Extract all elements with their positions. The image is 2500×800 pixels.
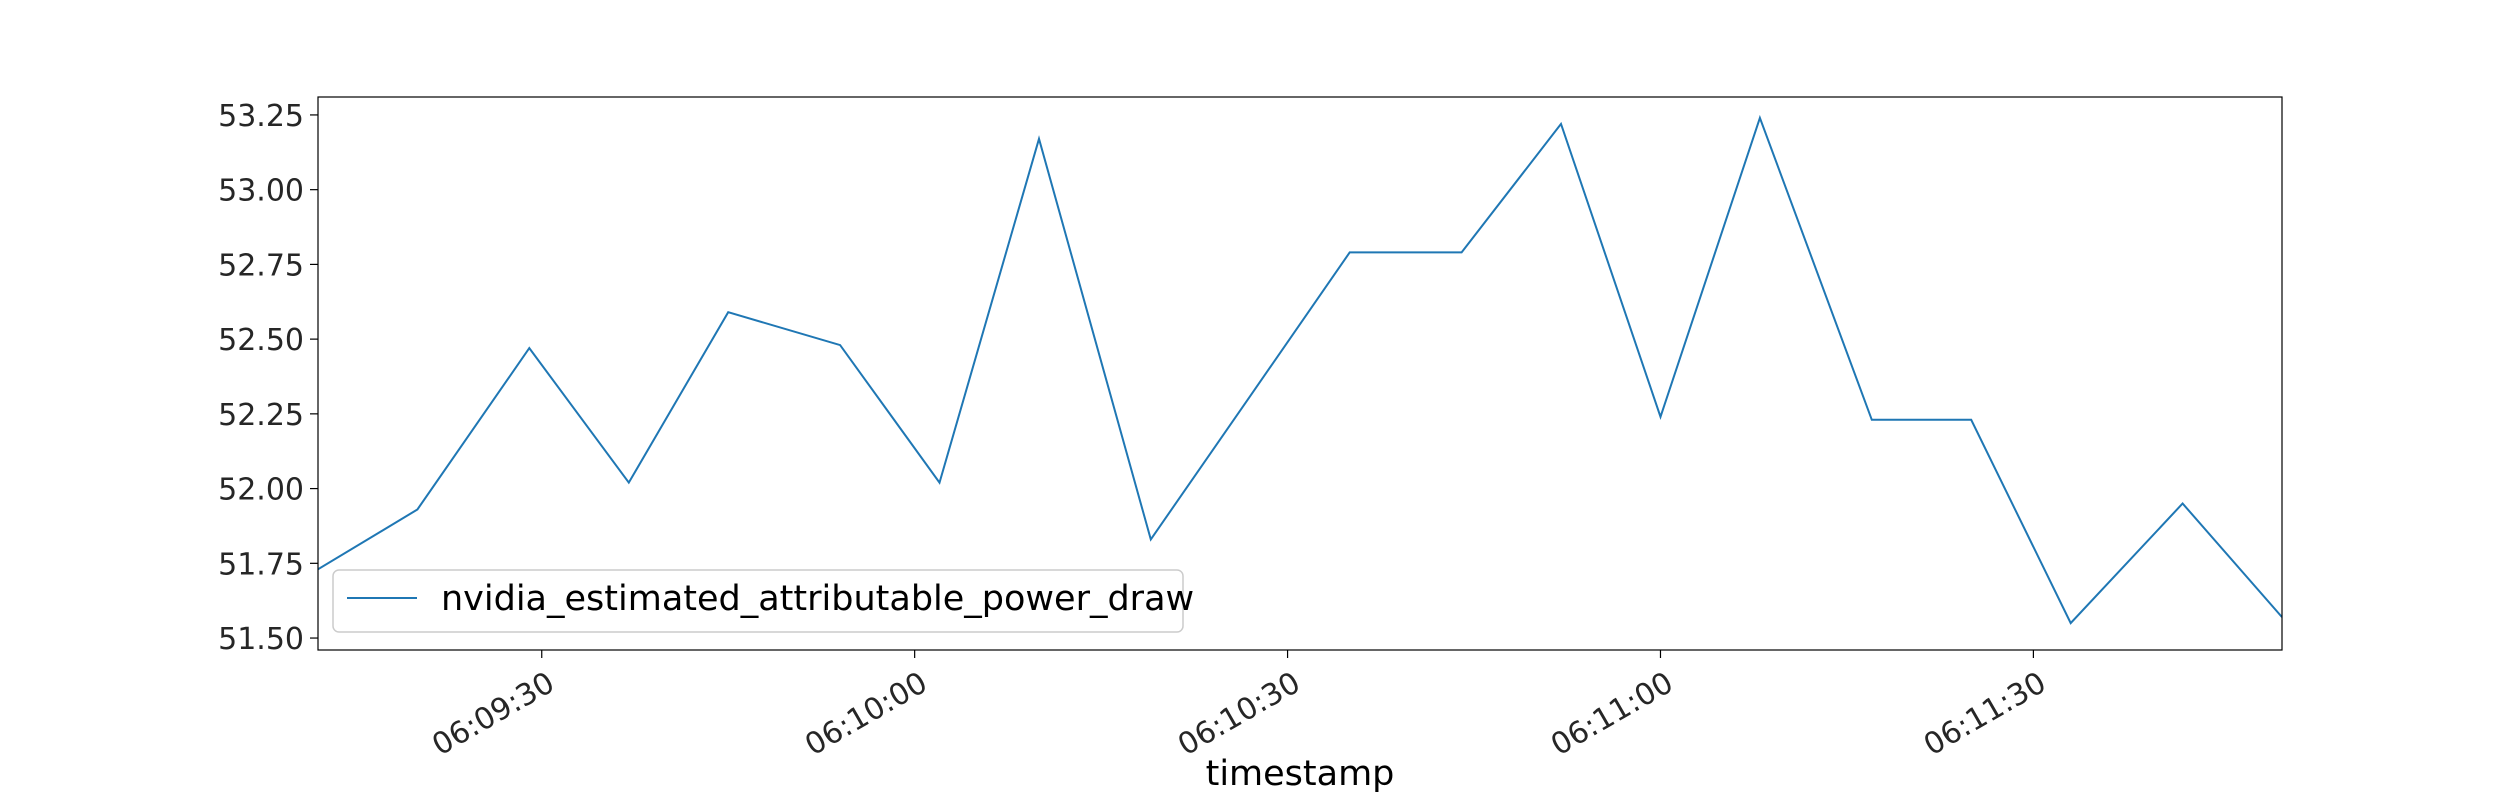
y-tick-label: 52.50: [218, 323, 304, 358]
legend: nvidia_estimated_attributable_power_draw: [332, 569, 1194, 633]
x-tick-label: 06:11:30: [1918, 665, 2052, 763]
plot-frame: [317, 96, 2283, 651]
x-tick-label: 06:10:00: [799, 665, 933, 763]
y-tick-label: 52.75: [218, 248, 304, 283]
legend-box: [332, 569, 1184, 633]
y-tick-label: 53.25: [218, 99, 304, 134]
y-tick-label: 52.00: [218, 473, 304, 508]
y-tick-label: 53.00: [218, 174, 304, 209]
x-tick-label: 06:10:30: [1172, 665, 1306, 763]
x-tick-label: 06:11:00: [1545, 665, 1679, 763]
x-axis: 06:09:30 06:10:00 06:10:30 06:11:00 06:11:30: [426, 650, 2052, 763]
series-line-0: [318, 114, 2282, 625]
plot-line-layer: [318, 114, 2282, 625]
y-tick-label: 51.50: [218, 622, 304, 657]
y-tick-label: 51.75: [218, 547, 304, 582]
x-tick-label: 06:09:30: [426, 665, 560, 763]
y-tick-label: 52.25: [218, 398, 304, 433]
y-axis: 51.50 51.75 52.00 52.25 52.50 52.75 53.00 53.25: [218, 99, 318, 657]
x-axis-label: timestamp: [1206, 754, 1395, 794]
legend-entry: nvidia_estimated_attributable_power_draw: [441, 579, 1194, 619]
